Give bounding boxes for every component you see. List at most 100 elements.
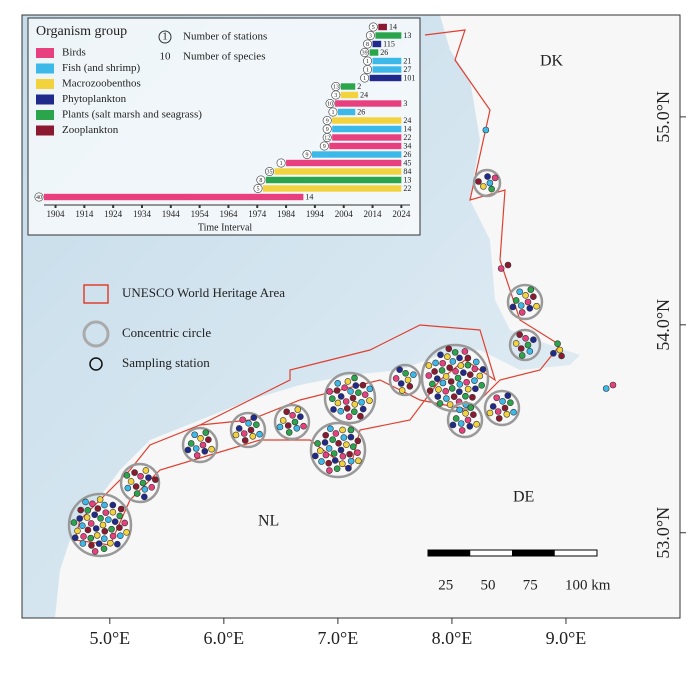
sampling-station (139, 479, 147, 487)
sampling-station (431, 368, 438, 375)
sampling-station (436, 400, 444, 407)
sampling-station (458, 427, 466, 434)
sampling-station (326, 467, 333, 474)
species-count: 24 (403, 116, 411, 125)
species-count: 26 (380, 48, 388, 57)
sampling-station (343, 441, 350, 448)
sampling-station (472, 358, 480, 366)
sampling-station (108, 525, 115, 533)
sampling-station (192, 445, 200, 452)
sampling-station (284, 422, 292, 429)
station-count: 9 (323, 144, 326, 150)
sampling-station (396, 366, 403, 373)
sampling-station (337, 393, 345, 400)
concentric-circle (508, 328, 542, 362)
x-tick-label: 1994 (306, 209, 325, 219)
sampling-station (232, 431, 240, 439)
concentric-circle (119, 462, 161, 504)
sampling-station (250, 414, 258, 421)
sampling-station (347, 426, 355, 434)
sampling-station (145, 474, 152, 481)
sampling-station (512, 340, 520, 347)
sampling-station (245, 420, 252, 427)
sampling-station (366, 385, 374, 393)
sampling-station (489, 403, 497, 410)
sampling-station (501, 404, 509, 412)
sampling-station (397, 380, 405, 387)
sampling-station (318, 458, 325, 465)
sampling-station (518, 309, 526, 316)
sampling-station (463, 378, 470, 386)
sampling-station (82, 498, 89, 506)
sampling-station (527, 286, 535, 293)
sampling-station (462, 410, 469, 417)
concentric-circle (388, 363, 422, 397)
sampling-station (484, 173, 491, 180)
sampling-station (433, 375, 441, 383)
sampling-station (464, 385, 472, 393)
scale-label: 25 (438, 577, 453, 593)
station-count: 8 (259, 178, 262, 184)
group-label: Phytoplankton (62, 93, 127, 105)
sampling-station (283, 408, 290, 416)
sampling-station (312, 452, 319, 460)
sampling-station (437, 351, 444, 359)
sampling-station (334, 379, 342, 387)
sampling-station (116, 512, 124, 520)
sampling-station (187, 440, 195, 447)
group-swatch (36, 63, 54, 74)
sampling-station (285, 429, 293, 436)
sampling-station (91, 511, 98, 519)
interval-bar (332, 134, 402, 141)
group-swatch (36, 125, 54, 136)
interval-bar (286, 159, 402, 167)
sampling-station (478, 382, 485, 389)
station-count: 3 (334, 93, 337, 99)
concentric-circle (323, 371, 377, 425)
sampling-station (447, 378, 455, 385)
sampling-station (432, 359, 439, 367)
station-count: 9 (326, 118, 329, 124)
sampling-station (77, 506, 85, 514)
sampling-station (444, 353, 451, 360)
sampling-station (76, 515, 83, 522)
x-tick-label: 1974 (248, 209, 267, 219)
interval-bar (332, 117, 402, 124)
sampling-station (351, 374, 358, 382)
station-circle (276, 158, 286, 168)
legend-unesco-swatch (83, 284, 109, 304)
sampling-station (131, 469, 138, 476)
station-count: 13 (333, 84, 339, 90)
sampling-station (100, 535, 108, 542)
sampling-station (449, 358, 457, 365)
sampling-station (499, 398, 506, 405)
sampling-station (347, 388, 354, 395)
place-label: NL (258, 513, 279, 530)
sampling-station (240, 430, 248, 437)
sampling-station (456, 354, 463, 362)
x-tick-label: 2014 (364, 209, 383, 219)
sampling-station (339, 460, 346, 468)
scale-segment (428, 550, 471, 556)
sampling-station (472, 385, 479, 393)
sampling-station (326, 388, 333, 395)
interval-bar (372, 40, 382, 48)
sampling-station (526, 347, 534, 355)
station-count: 10 (327, 101, 333, 107)
sampling-station (497, 265, 505, 272)
sampling-station (341, 384, 348, 392)
sampling-station (493, 394, 500, 402)
species-count: 101 (403, 73, 415, 82)
sampling-station (332, 430, 340, 437)
station-count: 9 (306, 152, 309, 158)
x-tick-label: 2004 (335, 209, 354, 219)
sampling-station (291, 418, 299, 426)
sampling-station (127, 478, 135, 485)
sampling-station (509, 303, 517, 311)
sampling-station (503, 410, 511, 418)
interval-bar (337, 108, 356, 116)
sampling-station (342, 398, 350, 405)
group-label: Birds (62, 47, 86, 59)
sampling-station (344, 378, 352, 385)
